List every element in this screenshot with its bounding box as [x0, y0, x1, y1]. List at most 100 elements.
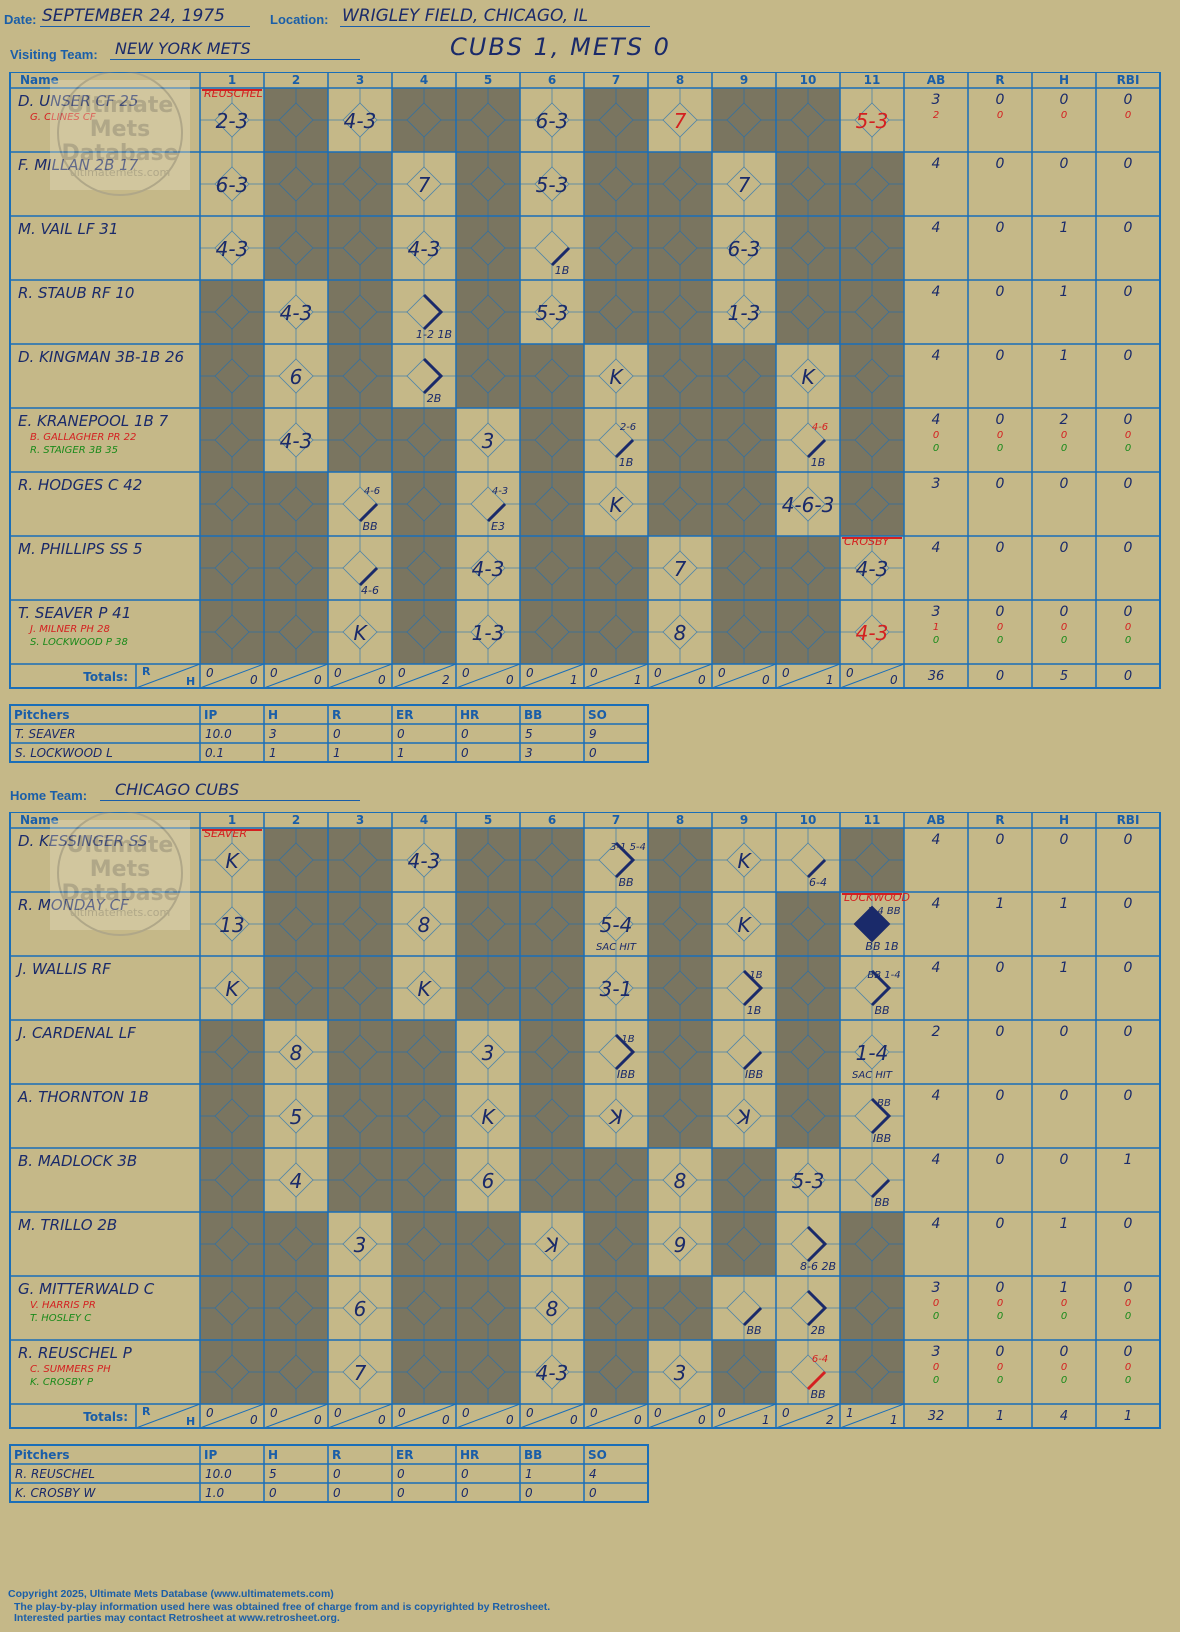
- player-stat: 0: [1060, 832, 1069, 848]
- player-stat: 4: [932, 540, 941, 556]
- play-result: 7: [674, 557, 687, 581]
- player-stat: 0: [1124, 1344, 1133, 1360]
- home-team-label: Home Team:: [10, 788, 88, 803]
- inning-runs-total: 0: [398, 1406, 406, 1420]
- totals-slash: [775, 663, 841, 689]
- watermark-text: Ultimate: [67, 833, 174, 858]
- play-result: 8: [418, 913, 431, 937]
- player-stat: 0: [996, 412, 1005, 428]
- player-stat: 4: [932, 348, 941, 364]
- player-name: T. SEAVER P 41: [18, 604, 131, 622]
- play-result: ꓘ: [607, 1105, 622, 1129]
- pitcher-stat: 3: [525, 746, 533, 760]
- inning-hits-total: 1: [890, 1413, 898, 1427]
- inning-header: 8: [676, 73, 684, 87]
- watermark-text: Mets: [90, 857, 150, 882]
- name-column-header: Name: [20, 813, 59, 827]
- pitcher-header: HR: [460, 708, 479, 722]
- substitute-stat: 0: [1125, 1362, 1131, 1373]
- play-note: 8-6 2B: [800, 1260, 836, 1273]
- basepath-mark: [358, 502, 379, 523]
- play-note: 4-6: [361, 584, 379, 597]
- play-result: 4-3: [856, 621, 889, 645]
- play-note: 1-2 1B: [416, 328, 452, 341]
- inning-runs-total: 0: [206, 1406, 214, 1420]
- substitute-stat: 0: [1125, 1311, 1131, 1322]
- inning-hits-total: 0: [250, 673, 258, 687]
- player-name: R. MONDAY CF: [18, 896, 129, 914]
- inning-hits-total: 0: [890, 673, 898, 687]
- pitcher-header: H: [268, 708, 278, 722]
- inning-runs-total: 0: [718, 1406, 726, 1420]
- pitcher-header: HR: [460, 1448, 479, 1462]
- inning-header: 6: [548, 813, 556, 827]
- basepath-mark: [806, 438, 827, 459]
- inning-header: 11: [864, 813, 881, 827]
- player-stat: 0: [1060, 1344, 1069, 1360]
- play-result: 9: [674, 1233, 687, 1257]
- basepath-mark: [742, 969, 764, 1007]
- totals-slash: [135, 1403, 201, 1429]
- player-stat: 3: [932, 92, 941, 108]
- inning-hits-total: 2: [442, 673, 450, 687]
- pitcher-stat: 0: [333, 1467, 341, 1481]
- pitcher-stat: 0: [333, 727, 341, 741]
- substitute-name: S. LOCKWOOD P 38: [30, 637, 128, 648]
- inning-hits-total: 0: [506, 673, 514, 687]
- inning-runs-total: 0: [334, 666, 342, 680]
- player-stat: 1: [1124, 1152, 1133, 1168]
- basepath-mark: [742, 1306, 763, 1327]
- stat-header: AB: [927, 813, 945, 827]
- name-column-header: Name: [20, 73, 59, 87]
- player-stat: 0: [1124, 348, 1133, 364]
- inning-header: 2: [292, 73, 300, 87]
- totals-label: Totals:: [83, 670, 128, 684]
- player-stat: 0: [1124, 960, 1133, 976]
- player-stat: 4: [932, 284, 941, 300]
- pitcher-name: S. LOCKWOOD L: [15, 746, 113, 760]
- play-result: 6-3: [728, 237, 761, 261]
- player-stat: 0: [1060, 1088, 1069, 1104]
- player-stat: 0: [996, 1152, 1005, 1168]
- inning-hits-total: 0: [442, 1413, 450, 1427]
- inning-header: 11: [864, 73, 881, 87]
- player-stat: 0: [996, 476, 1005, 492]
- pitcher-header: R: [332, 1448, 341, 1462]
- player-stat: 0: [996, 1344, 1005, 1360]
- pitcher-stat: 9: [589, 727, 597, 741]
- play-result: 1-3: [728, 301, 761, 325]
- pitcher-stat: 0: [589, 1486, 597, 1500]
- play-result: K: [737, 913, 752, 937]
- play-note: BB 1B: [865, 940, 898, 953]
- play-result: 4-3: [344, 109, 377, 133]
- inning-runs-total: 0: [398, 666, 406, 680]
- play-note-top: 4-6: [812, 422, 828, 433]
- play-note-top: 6-4: [812, 1354, 828, 1365]
- pitchers-border: [9, 704, 649, 763]
- pitcher-stat: 0: [525, 1486, 533, 1500]
- inning-runs-total: 0: [526, 666, 534, 680]
- pitcher-name: R. REUSCHEL: [15, 1467, 95, 1481]
- player-stat: 4: [932, 1152, 941, 1168]
- inning-runs-total: 0: [270, 666, 278, 680]
- pitcher-header: IP: [204, 1448, 217, 1462]
- inning-runs-total: 0: [526, 1406, 534, 1420]
- player-stat: 2: [1060, 412, 1069, 428]
- player-stat: 4: [932, 156, 941, 172]
- pitcher-stat: 1: [525, 1467, 533, 1481]
- player-name: R. HODGES C 42: [18, 476, 142, 494]
- substitute-stat: 0: [933, 430, 939, 441]
- play-result: K: [225, 849, 240, 873]
- play-result: 4-3: [408, 237, 441, 261]
- substitute-stat: 0: [1061, 1362, 1067, 1373]
- player-stat: 0: [996, 960, 1005, 976]
- play-result: 4: [290, 1169, 303, 1193]
- home-team-underline: [100, 800, 360, 801]
- player-stat: 0: [1060, 540, 1069, 556]
- player-stat: 0: [996, 284, 1005, 300]
- pitcher-header: SO: [588, 708, 607, 722]
- substitute-name: B. GALLAGHER PR 22: [30, 432, 136, 443]
- substitute-stat: 0: [997, 1362, 1003, 1373]
- pitcher-stat: 0: [461, 1467, 469, 1481]
